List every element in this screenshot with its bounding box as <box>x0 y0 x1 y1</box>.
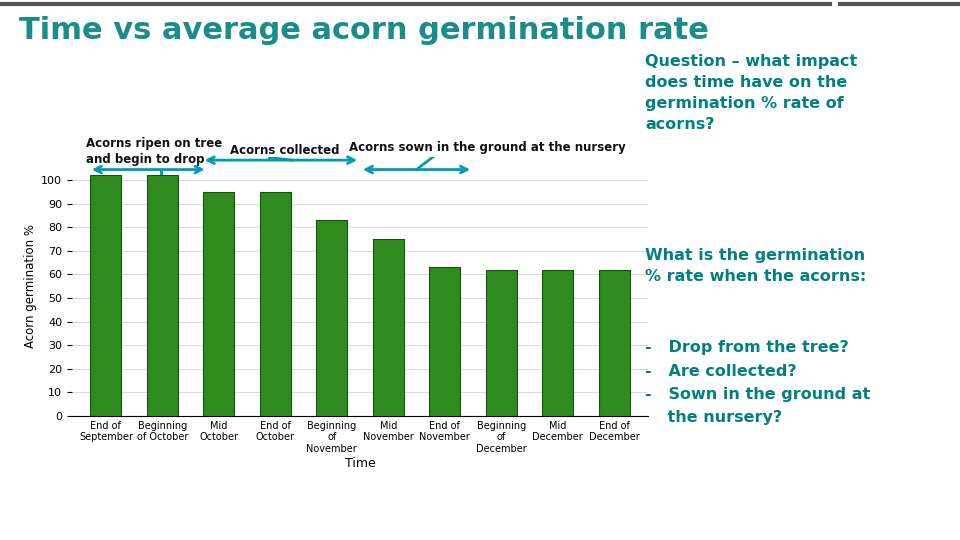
Y-axis label: Acorn germination %: Acorn germination % <box>24 224 37 348</box>
Text: Acorns ripen on tree
and begin to drop: Acorns ripen on tree and begin to drop <box>86 137 223 166</box>
Bar <box>90 176 121 416</box>
Text: Acorns sown in the ground at the nursery: Acorns sown in the ground at the nursery <box>348 141 626 154</box>
Bar <box>599 269 630 416</box>
Bar <box>429 267 460 416</box>
Text: What is the germination
% rate when the acorns:: What is the germination % rate when the … <box>645 248 866 285</box>
Bar <box>204 192 234 416</box>
Text: -   Drop from the tree?
-   Are collected?
-   Sown in the ground at
    the nur: - Drop from the tree? - Are collected? -… <box>645 340 871 426</box>
Bar <box>260 192 291 416</box>
Bar <box>316 220 348 416</box>
Bar <box>147 176 178 416</box>
Bar <box>542 269 573 416</box>
Text: Question – what impact
does time have on the
germination % rate of
acorns?: Question – what impact does time have on… <box>645 54 857 132</box>
Text: Time vs average acorn germination rate: Time vs average acorn germination rate <box>19 16 709 45</box>
Bar <box>486 269 516 416</box>
X-axis label: Time: Time <box>345 457 375 470</box>
Bar <box>372 239 404 416</box>
Text: Acorns collected: Acorns collected <box>230 144 340 157</box>
